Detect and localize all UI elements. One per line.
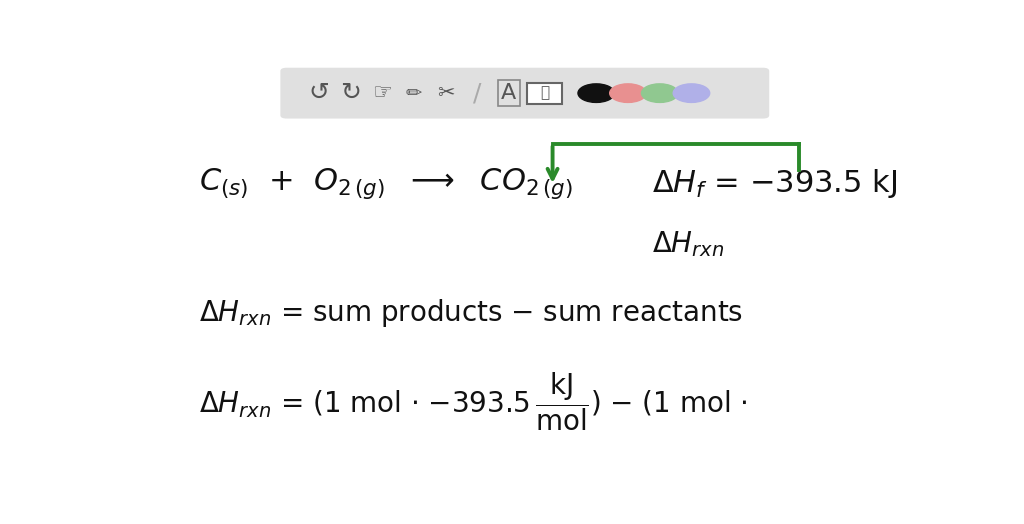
Text: $C_{(s)}$  +  $O_{2\,(g)}$  $\longrightarrow$  $CO_{2\,(g)}$: $C_{(s)}$ + $O_{2\,(g)}$ $\longrightarro… [200, 167, 573, 201]
Text: ↻: ↻ [340, 81, 360, 105]
Text: $\Delta H_{rxn}$ = sum products $-$ sum reactants: $\Delta H_{rxn}$ = sum products $-$ sum … [200, 297, 743, 329]
Text: A: A [502, 83, 516, 103]
Text: $\Delta H_{rxn}$: $\Delta H_{rxn}$ [652, 230, 724, 259]
Circle shape [578, 84, 614, 102]
Text: ✏: ✏ [406, 84, 422, 103]
Bar [527, 83, 562, 104]
Text: ✂: ✂ [436, 83, 455, 103]
Text: $\Delta H_{rxn}$ = (1 mol $\cdot$ $-$393.5$\,\dfrac{\mathrm{kJ}}{\mathrm{mol}}$): $\Delta H_{rxn}$ = (1 mol $\cdot$ $-$393… [200, 370, 749, 433]
Circle shape [641, 84, 678, 102]
Circle shape [673, 84, 710, 102]
FancyBboxPatch shape [281, 68, 769, 118]
Text: $\Delta H_f$ = $-$393.5 kJ: $\Delta H_f$ = $-$393.5 kJ [652, 168, 897, 200]
Circle shape [609, 84, 646, 102]
Text: /: / [473, 81, 481, 105]
Text: ↺: ↺ [308, 81, 329, 105]
Text: 🏔: 🏔 [540, 85, 549, 101]
Text: ☞: ☞ [372, 83, 392, 103]
